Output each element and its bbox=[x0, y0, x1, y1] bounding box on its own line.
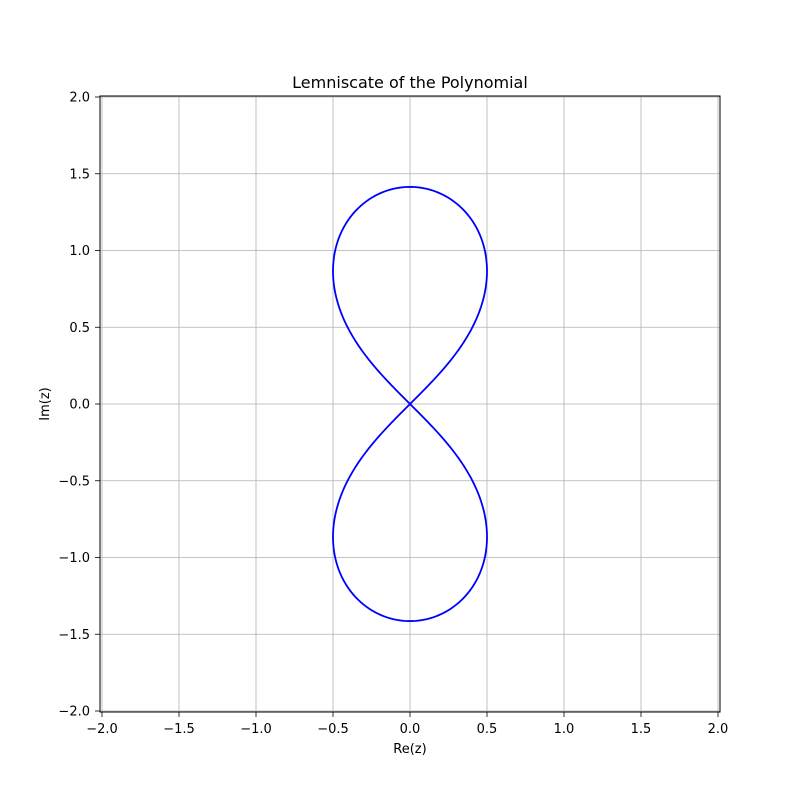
y-tick-label: 2.0 bbox=[69, 91, 90, 106]
y-tick-label: 1.5 bbox=[69, 167, 90, 182]
x-tick-label: 1.0 bbox=[554, 722, 575, 737]
x-tick-label: −2.0 bbox=[86, 722, 118, 737]
y-tick-label: 0.0 bbox=[69, 398, 90, 413]
y-ticks: −2.0 −1.5 −1.0 −0.5 0.0 0.5 1.0 1.5 2.0 bbox=[58, 91, 100, 720]
x-tick-label: −1.0 bbox=[240, 722, 272, 737]
y-tick-label: −2.0 bbox=[58, 705, 90, 720]
x-tick-label: −0.5 bbox=[317, 722, 349, 737]
series-line-0 bbox=[332, 186, 488, 622]
y-tick-label: −0.5 bbox=[58, 474, 90, 489]
y-tick-label: −1.5 bbox=[58, 628, 90, 643]
x-tick-label: 0.5 bbox=[477, 722, 498, 737]
x-tick-label: −1.5 bbox=[163, 722, 195, 737]
y-tick-label: 1.0 bbox=[69, 244, 90, 259]
x-tick-label: 1.5 bbox=[631, 722, 652, 737]
y-tick-label: 0.5 bbox=[69, 321, 90, 336]
y-tick-label: −1.0 bbox=[58, 551, 90, 566]
y-axis-label: Im(z) bbox=[38, 387, 53, 420]
series-layer bbox=[332, 186, 488, 622]
x-tick-label: 0.0 bbox=[400, 722, 421, 737]
chart-title: Lemniscate of the Polynomial bbox=[292, 73, 528, 92]
x-axis-label: Re(z) bbox=[393, 742, 426, 757]
x-ticks: −2.0 −1.5 −1.0 −0.5 0.0 0.5 1.0 1.5 2.0 bbox=[86, 712, 728, 737]
x-tick-label: 2.0 bbox=[708, 722, 729, 737]
